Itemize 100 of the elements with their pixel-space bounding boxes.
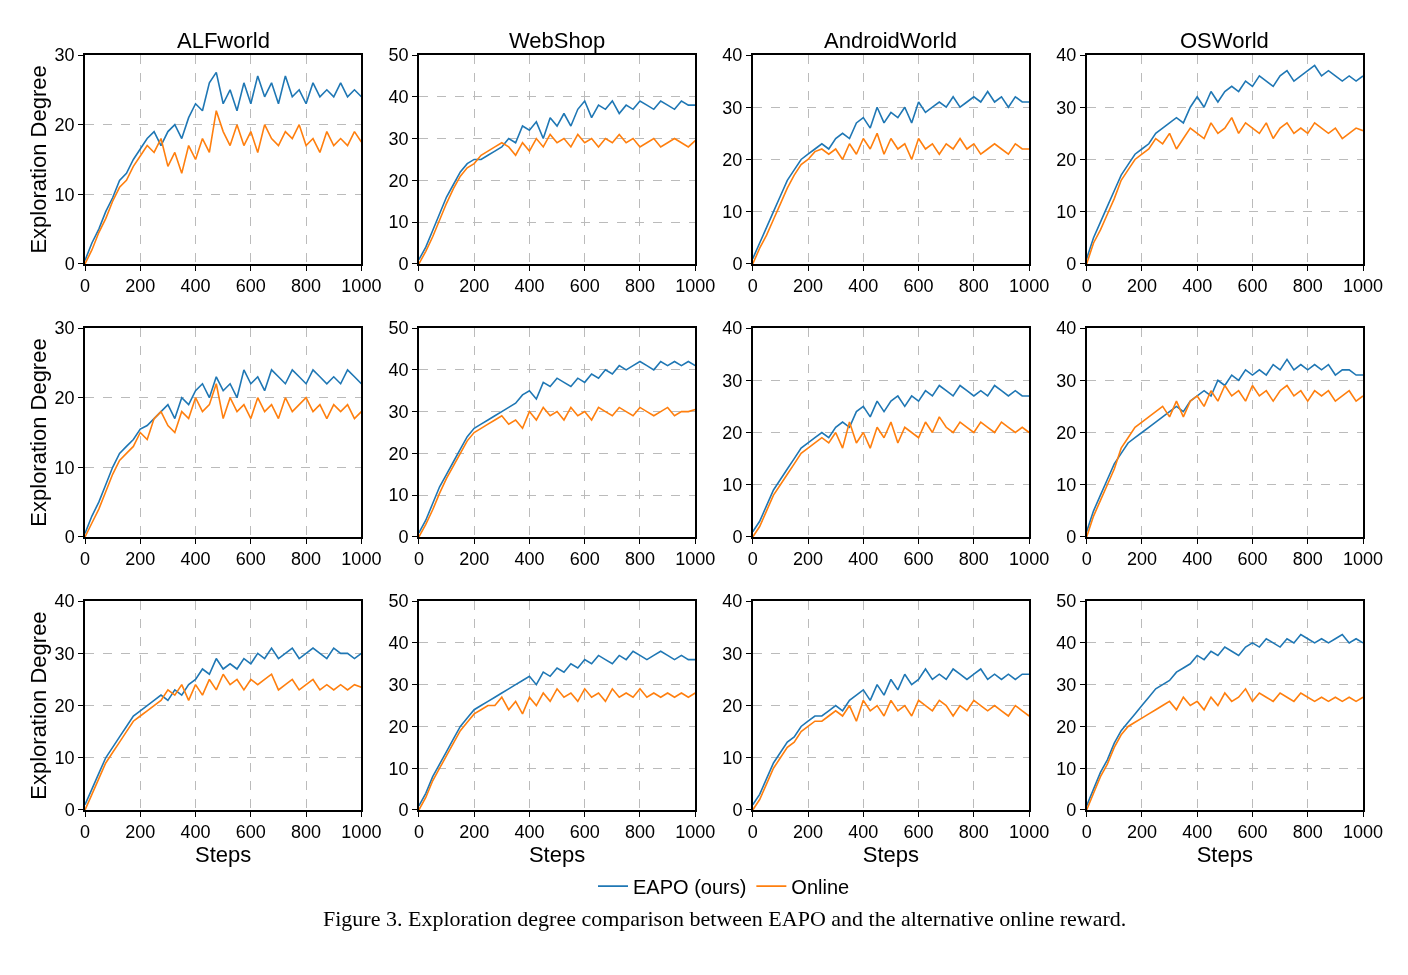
x-tick-label: 600: [1237, 822, 1268, 843]
y-tick-label: 20: [722, 695, 743, 716]
line-series: [418, 406, 696, 537]
y-tick-label: 50: [388, 591, 409, 612]
y-tick-label: 20: [1056, 422, 1077, 443]
x-tick-label: 800: [624, 549, 655, 570]
y-tick-label: 0: [398, 527, 409, 548]
y-tick-label: 30: [54, 318, 75, 339]
x-tick-label: 600: [569, 549, 600, 570]
x-tick-label: 400: [848, 549, 879, 570]
x-tick-label: 800: [1292, 549, 1323, 570]
y-tick-label: 0: [1066, 254, 1077, 275]
x-tick-label: 600: [903, 549, 934, 570]
x-tick-label: 1000: [1342, 276, 1384, 297]
x-tick-label: 0: [413, 549, 424, 570]
y-tick-label: 40: [388, 360, 409, 381]
x-tick-label: 1000: [675, 822, 716, 843]
y-tick-label: 30: [722, 370, 743, 391]
line-series: [1086, 688, 1363, 810]
x-tick-label: 1000: [341, 549, 382, 570]
x-tick-label: 200: [793, 549, 824, 570]
x-tick-label: 400: [848, 276, 879, 297]
x-tick-label: 400: [848, 822, 879, 843]
x-tick-label: 0: [79, 822, 91, 843]
x-tick-label: 800: [291, 276, 322, 297]
y-tick-label: 40: [1056, 45, 1077, 66]
y-tick-label: 20: [54, 114, 75, 135]
y-tick-label: 30: [54, 643, 75, 664]
y-tick-label: 0: [398, 254, 409, 275]
x-tick-label: 600: [235, 822, 266, 843]
x-tick-label: 0: [747, 822, 758, 843]
y-tick-label: 0: [64, 800, 75, 821]
x-tick-label: 800: [624, 822, 655, 843]
x-tick-label: 200: [1126, 822, 1157, 843]
x-tick-label: 400: [1182, 822, 1213, 843]
x-tick-label: 600: [903, 276, 934, 297]
x-tick-label: 1000: [1342, 549, 1384, 570]
x-tick-label: 1000: [1009, 276, 1050, 297]
line-series: [752, 132, 1030, 264]
y-tick-label: 30: [722, 97, 743, 118]
y-tick-label: 0: [1066, 527, 1077, 548]
x-tick-label: 1000: [1009, 549, 1050, 570]
x-tick-label: 400: [514, 549, 545, 570]
x-tick-label: 800: [291, 549, 322, 570]
x-tick-label: 0: [413, 276, 424, 297]
y-tick-label: 30: [722, 643, 743, 664]
y-tick-label: 20: [1056, 149, 1077, 170]
y-tick-label: 10: [1056, 758, 1077, 779]
legend-label: EAPO (ours): [633, 875, 747, 898]
x-tick-label: 400: [514, 276, 545, 297]
y-tick-label: 0: [64, 527, 75, 548]
y-tick-label: 10: [54, 184, 75, 205]
y-tick-label: 0: [732, 800, 743, 821]
x-tick-label: 0: [1081, 276, 1092, 297]
x-tick-label: 0: [79, 549, 91, 570]
x-tick-label: 0: [1081, 549, 1092, 570]
x-tick-label: 200: [125, 276, 156, 297]
x-axis-title: Steps: [862, 842, 920, 868]
y-tick-label: 40: [722, 591, 743, 612]
x-tick-label: 0: [413, 822, 424, 843]
x-tick-label: 0: [747, 549, 758, 570]
y-tick-label: 20: [388, 443, 409, 464]
x-tick-label: 400: [180, 549, 211, 570]
x-tick-label: 800: [291, 822, 322, 843]
x-axis-title: Steps: [195, 842, 252, 868]
caption: Figure 3. Exploration degree comparison between EAPO and the alternative online reward.: [323, 906, 1127, 931]
line-series: [1086, 64, 1363, 260]
x-tick-label: 200: [459, 822, 490, 843]
y-tick-label: 30: [54, 45, 75, 66]
x-tick-label: 200: [125, 822, 156, 843]
chart-title: ALFworld: [177, 28, 270, 53]
line-series: [85, 71, 362, 262]
y-tick-label: 10: [722, 475, 743, 496]
y-tick-label: 0: [64, 254, 75, 275]
chart-title: WebShop: [509, 28, 606, 53]
x-tick-label: 600: [903, 822, 934, 843]
x-tick-label: 400: [1182, 276, 1213, 297]
x-tick-label: 1000: [1342, 822, 1384, 843]
line-series: [418, 100, 696, 261]
y-tick-label: 20: [722, 422, 743, 443]
line-series: [1086, 358, 1363, 533]
y-tick-label: 40: [388, 87, 409, 108]
chart-title: OSWorld: [1180, 28, 1269, 53]
x-tick-label: 800: [1292, 276, 1323, 297]
x-tick-label: 200: [459, 549, 490, 570]
y-tick-label: 30: [388, 128, 409, 149]
line-series: [1086, 633, 1363, 807]
y-tick-label: 10: [54, 457, 75, 478]
line-series: [752, 384, 1030, 533]
y-tick-label: 30: [388, 401, 409, 422]
x-tick-label: 1000: [675, 276, 716, 297]
y-tick-label: 40: [1056, 318, 1077, 339]
x-tick-label: 600: [569, 276, 600, 297]
y-tick-label: 10: [388, 758, 409, 779]
y-tick-label: 10: [388, 212, 409, 233]
x-tick-label: 1000: [341, 276, 382, 297]
y-tick-label: 50: [388, 318, 409, 339]
x-tick-label: 200: [793, 276, 824, 297]
y-tick-label: 0: [732, 527, 743, 548]
y-tick-label: 20: [388, 716, 409, 737]
